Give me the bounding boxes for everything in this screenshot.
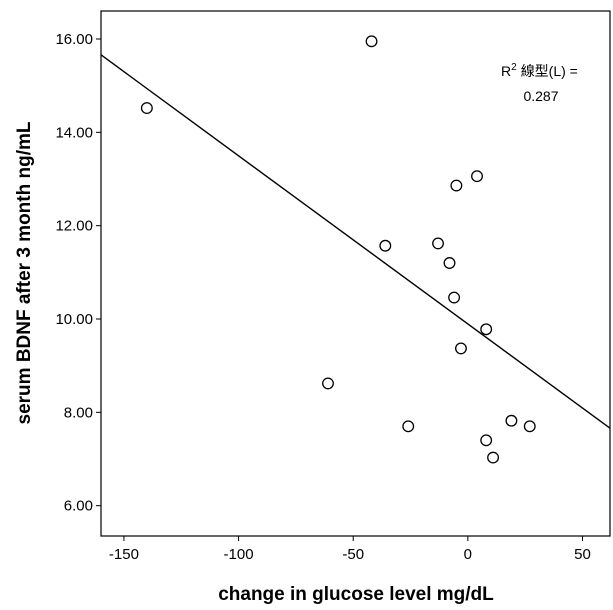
r2-annotation: R2 線型(L) = 0.287: [501, 62, 578, 104]
data-point: [471, 170, 483, 183]
x-axis-title: change in glucose level mg/dL: [218, 584, 494, 605]
r2-superscript: 2: [511, 62, 517, 73]
data-point: [432, 237, 444, 250]
y-tick-label: 10.00: [55, 311, 93, 328]
y-tick-label: 14.00: [55, 124, 93, 141]
data-point: [480, 434, 493, 447]
data-point: [480, 323, 493, 336]
x-tick-label: 50: [574, 546, 591, 563]
fit-label: 線型(L) =: [521, 63, 578, 79]
data-point: [379, 239, 392, 252]
y-tick-label: 12.00: [55, 218, 93, 235]
data-point: [523, 420, 536, 433]
data-point: [322, 377, 334, 390]
data-point: [443, 257, 456, 269]
x-tick-label: -50: [342, 546, 364, 563]
r2-label: R: [501, 63, 511, 79]
fit-line: [100, 54, 611, 429]
data-point: [505, 414, 518, 427]
r2-value: 0.287: [523, 88, 558, 104]
x-tick-label: 0: [464, 546, 472, 563]
y-tick-label: 8.00: [64, 404, 93, 421]
y-tick-label: 16.00: [55, 31, 93, 48]
y-ticks: 6.00 8.00 10.00 12.00 14.00 16.00: [55, 31, 101, 515]
plot-frame: [100, 10, 611, 537]
data-point: [487, 451, 500, 464]
data-point: [140, 102, 153, 115]
data-point: [365, 35, 378, 48]
data-point: [450, 179, 463, 192]
data-point: [448, 291, 461, 304]
y-tick-label: 6.00: [64, 498, 93, 515]
x-tick-label: -100: [224, 546, 254, 563]
y-axis-title: serum BDNF after 3 month ng/mL: [14, 121, 35, 424]
x-ticks: -150 -100 -50 0 50: [109, 536, 591, 563]
data-point: [455, 342, 467, 355]
points-group: [140, 35, 536, 464]
data-point: [402, 420, 415, 433]
x-tick-label: -150: [109, 546, 139, 563]
